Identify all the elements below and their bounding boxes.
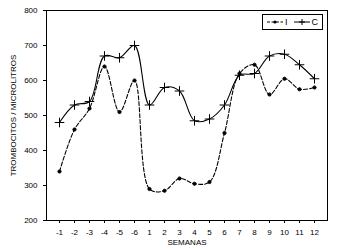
svg-text:2: 2 (162, 228, 167, 237)
svg-text:7: 7 (237, 228, 242, 237)
svg-text:-6: -6 (131, 228, 139, 237)
html-text:C: C (311, 17, 318, 27)
svg-text:-1: -1 (56, 228, 64, 237)
svg-text:400: 400 (24, 146, 38, 155)
svg-text:SEMANAS: SEMANAS (167, 238, 206, 247)
svg-text:5: 5 (207, 228, 212, 237)
svg-text:6: 6 (222, 228, 227, 237)
svg-text:11: 11 (295, 228, 304, 237)
svg-text:200: 200 (24, 216, 38, 225)
svg-text:700: 700 (24, 41, 38, 50)
svg-text:3: 3 (177, 228, 182, 237)
svg-text:500: 500 (24, 111, 38, 120)
svg-text:12: 12 (310, 228, 319, 237)
html-text:I: I (285, 17, 288, 27)
svg-text:9: 9 (267, 228, 272, 237)
svg-text:-3: -3 (86, 228, 94, 237)
svg-text:-5: -5 (116, 228, 124, 237)
svg-text:-4: -4 (101, 228, 109, 237)
svg-text:8: 8 (252, 228, 257, 237)
svg-text:-2: -2 (71, 228, 79, 237)
svg-text:800: 800 (24, 6, 38, 15)
svg-text:10: 10 (280, 228, 289, 237)
svg-text:4: 4 (192, 228, 197, 237)
svg-text:300: 300 (24, 181, 38, 190)
svg-text:1: 1 (147, 228, 152, 237)
svg-text:600: 600 (24, 76, 38, 85)
svg-text:TROMBOCITOS / MICROLITROS: TROMBOCITOS / MICROLITROS (9, 55, 18, 177)
